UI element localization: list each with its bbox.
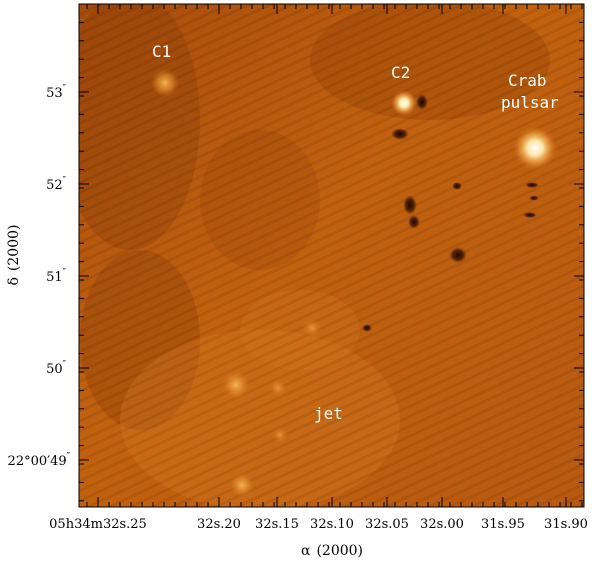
crab-label-line1: Crab [508,71,547,90]
crab-label-line2: pulsar [501,93,559,112]
x-tick-label: 32s.05 [365,517,409,532]
dark-artifact [403,195,417,215]
dark-artifact [525,182,539,188]
axis-ticks [79,3,584,507]
c2-source [391,90,417,116]
dark-artifact [529,195,539,201]
y-axis-title: δ(2000) [6,225,22,286]
x-tick-labels: 05h34m32s.25 32s.20 32s.15 32s.10 32s.05… [49,517,588,532]
dark-artifact [391,128,409,140]
jet-knot [302,318,322,338]
y-tick-labels: 53″ 52″ 51″ 50″ 22°00′49″ [8,84,71,469]
dark-artifact [362,324,372,332]
y-tick-label: 51″ [46,268,67,285]
x-tick-label: 31s.90 [544,517,588,532]
jet-knot [269,379,287,397]
y-tick-label: 53″ [46,84,67,101]
y-tick-label: 52″ [46,176,67,193]
x-tick-label: 31s.95 [481,517,525,532]
x-tick-label: 05h34m32s.25 [49,517,147,532]
x-tick-label: 32s.00 [420,517,464,532]
dark-artifact [416,94,428,110]
jet-knot [230,473,254,497]
image-area: C1 C2 Crab pulsar jet [79,4,584,507]
dark-artifact [452,182,462,190]
dark-artifact [523,212,537,218]
c2-label: C2 [391,63,410,82]
x-tick-label: 32s.20 [197,517,241,532]
jet-knot [222,371,250,399]
jet-knot [272,427,288,443]
dark-artifact [408,215,420,229]
crab-pulsar-source [513,126,557,170]
x-axis-title: α (2000) [301,543,363,559]
jet-label: jet [314,404,343,423]
y-tick-label: 22°00′49″ [8,452,71,469]
c1-label: C1 [152,42,171,61]
x-tick-label: 32s.10 [310,517,354,532]
y-tick-label: 50″ [46,360,67,377]
c1-source [151,69,179,97]
dark-artifact [449,247,467,263]
x-tick-label: 32s.15 [255,517,299,532]
